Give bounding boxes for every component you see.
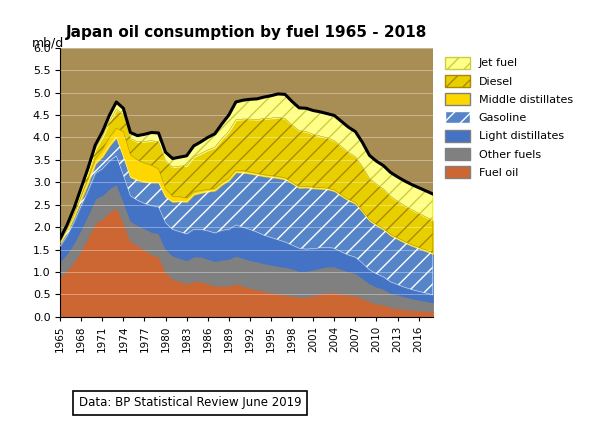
Legend: Jet fuel, Diesel, Middle distillates, Gasoline, Light distillates, Other fuels, : Jet fuel, Diesel, Middle distillates, Ga… (442, 53, 576, 181)
Text: mb/d: mb/d (32, 37, 64, 50)
Text: Data: BP Statistical Review June 2019: Data: BP Statistical Review June 2019 (79, 396, 301, 409)
Title: Japan oil consumption by fuel 1965 - 2018: Japan oil consumption by fuel 1965 - 201… (66, 25, 427, 39)
